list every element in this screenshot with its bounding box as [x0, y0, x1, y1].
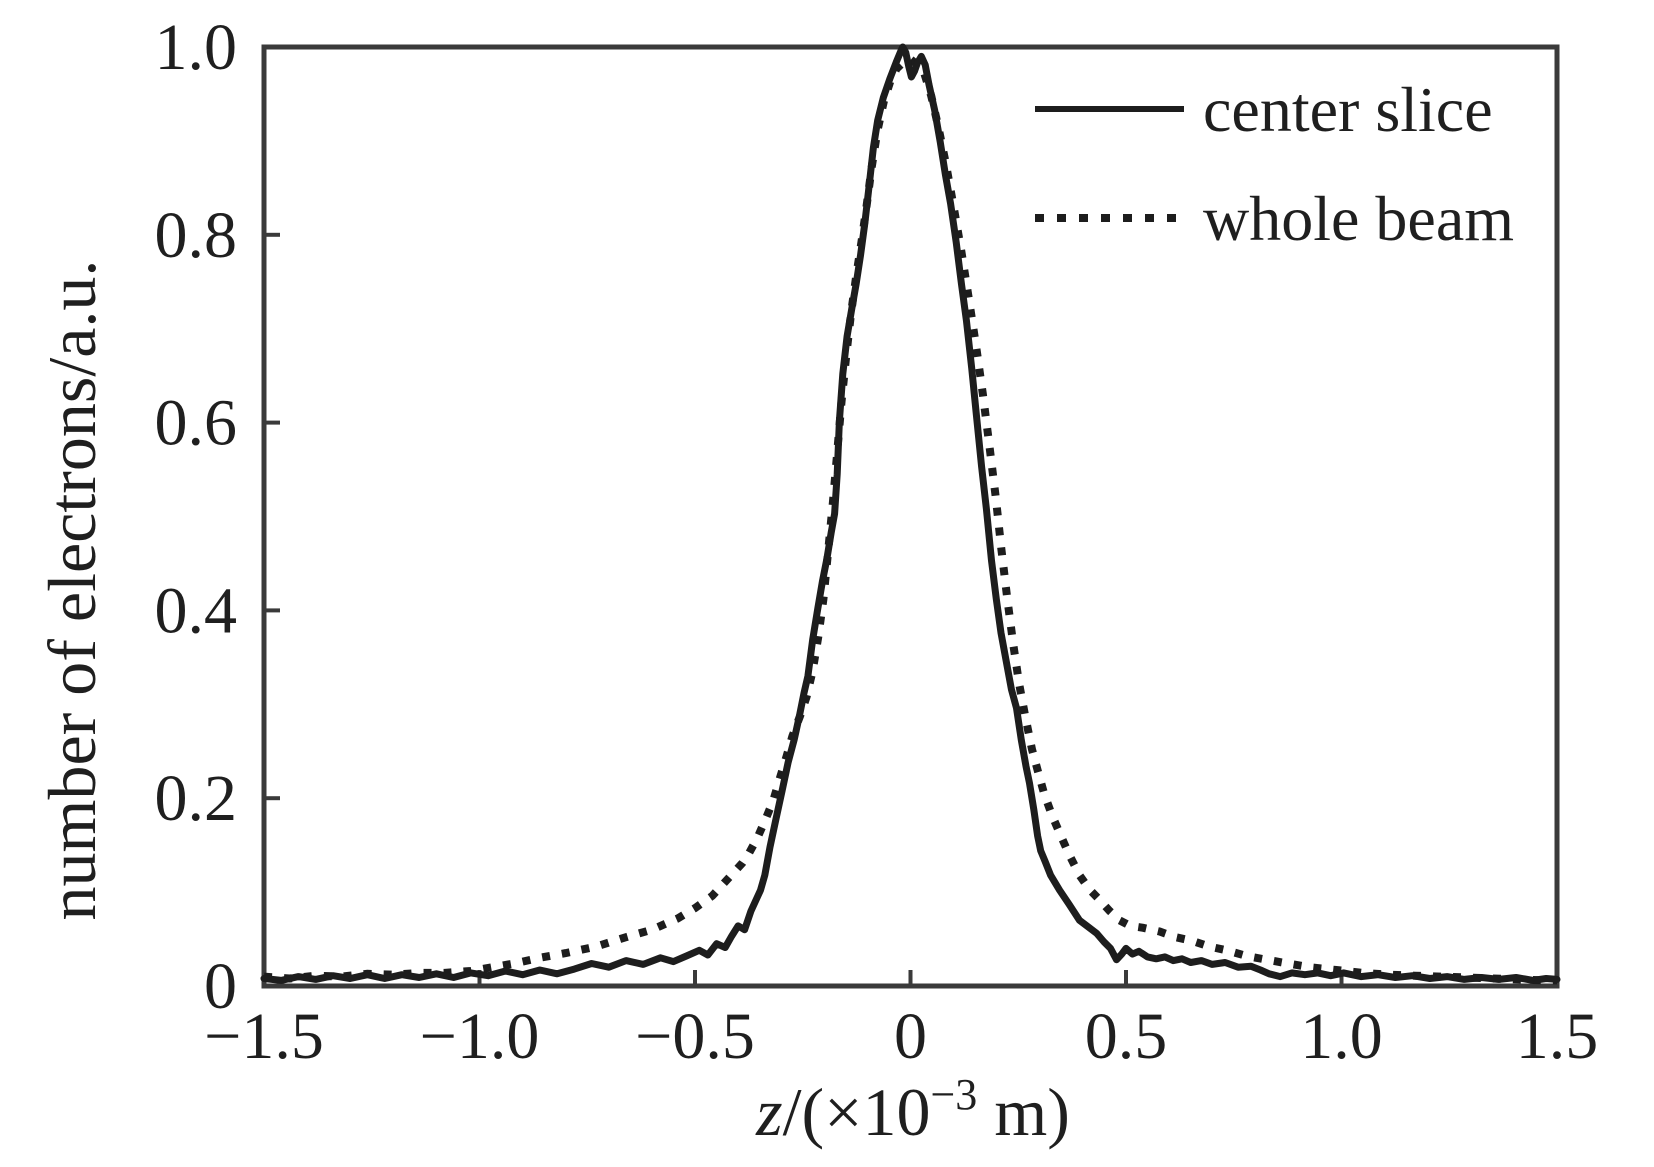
y-tick-label: 1.0 [155, 11, 238, 84]
x-tick-label: 1.0 [1300, 1000, 1383, 1073]
x-tick-label: −1.0 [420, 1000, 540, 1073]
x-tick-label: 0 [894, 1000, 927, 1073]
legend-item-whole-beam: whole beam [1035, 183, 1514, 254]
whole-beam-curve [263, 54, 1557, 985]
x-axis-label-post: m) [977, 1074, 1070, 1150]
y-tick-label: 0.2 [155, 762, 238, 835]
legend-item-center-slice: center slice [1035, 74, 1493, 145]
y-axis-ticks [264, 45, 280, 988]
y-tick-label: 0.6 [155, 387, 238, 460]
x-tick-label: −1.5 [204, 1000, 324, 1073]
x-axis-tick-labels: −1.5 −1.0 −0.5 0 0.5 1.0 1.5 [204, 1000, 1598, 1073]
legend: center slice whole beam [1035, 74, 1514, 254]
x-axis-label: z/(×10−3 m) [755, 1070, 1070, 1150]
y-axis-tick-labels: 0 0.2 0.4 0.6 0.8 1.0 [155, 11, 238, 1023]
x-tick-label: 1.5 [1516, 1000, 1599, 1073]
x-tick-label: 0.5 [1085, 1000, 1168, 1073]
x-axis-label-pre: /(×10 [783, 1074, 931, 1150]
x-axis-label-superscript: −3 [930, 1070, 977, 1119]
center-slice-curve [260, 43, 1561, 984]
y-tick-label: 0.8 [155, 199, 238, 272]
x-tick-label: −0.5 [635, 1000, 755, 1073]
y-tick-label: 0.4 [155, 574, 238, 647]
x-axis-label-variable: z [755, 1074, 782, 1150]
legend-label-whole-beam: whole beam [1203, 183, 1514, 254]
y-axis-label: number of electrons/a.u. [34, 260, 110, 921]
legend-label-center-slice: center slice [1203, 74, 1493, 145]
y-tick-label: 0 [204, 950, 237, 1023]
